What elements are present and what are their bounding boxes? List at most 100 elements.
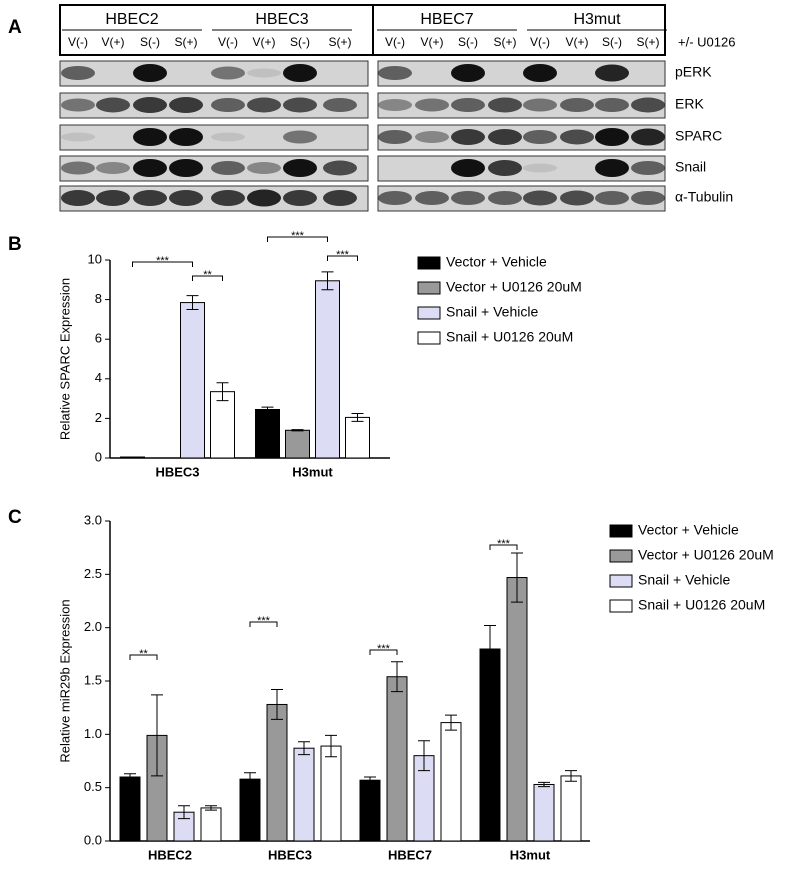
blot-band <box>247 189 281 207</box>
blot-band <box>378 130 412 144</box>
blot-band <box>523 130 557 144</box>
legend-swatch <box>609 574 633 588</box>
blot-band <box>451 98 485 112</box>
blot-band <box>488 191 522 205</box>
lane-label: V(+) <box>420 35 443 49</box>
y-tick-label: 2.0 <box>84 619 102 634</box>
y-tick-label: 6 <box>95 331 102 346</box>
blot-band <box>451 129 485 145</box>
significance-bracket <box>192 275 223 281</box>
group-label: HBEC7 <box>420 11 473 28</box>
error-bar <box>364 776 376 784</box>
bar <box>120 456 145 459</box>
lane-label: S(-) <box>290 35 310 49</box>
blot-band <box>560 129 594 145</box>
panel-label: A <box>8 17 22 38</box>
blot-band <box>523 64 557 82</box>
lane-label: V(-) <box>68 35 88 49</box>
blot-band <box>211 98 245 112</box>
y-tick-label: 2.5 <box>84 566 102 581</box>
blot-band <box>323 190 357 206</box>
blot-band <box>595 191 629 205</box>
bar <box>285 429 310 459</box>
legend-label: Vector + U0126 20uM <box>446 279 582 295</box>
blot-band <box>283 97 317 113</box>
blot-band <box>488 129 522 145</box>
error-bar <box>511 552 523 603</box>
blot-band <box>323 98 357 112</box>
panel-label: B <box>8 234 22 255</box>
blot-band <box>169 128 203 146</box>
x-tick-label: HBEC2 <box>148 847 192 862</box>
blot-band <box>631 161 665 175</box>
legend-label: Snail + U0126 20uM <box>638 597 765 613</box>
error-bar <box>445 714 457 731</box>
lane-label: V(+) <box>565 35 588 49</box>
blot-band <box>523 190 557 206</box>
blot-band <box>61 132 95 142</box>
legend-label: Vector + U0126 20uM <box>638 547 774 563</box>
y-tick-label: 0 <box>95 449 102 464</box>
x-tick-label: HBEC7 <box>388 847 432 862</box>
y-tick-label: 0.0 <box>84 832 102 847</box>
blot-band <box>595 98 629 112</box>
blot-band <box>283 130 317 144</box>
error-bar <box>418 740 430 772</box>
error-bar <box>244 772 256 787</box>
blot-band <box>133 64 167 82</box>
significance-label: *** <box>336 249 350 261</box>
bar <box>533 783 555 842</box>
blot-band <box>169 97 203 113</box>
blot-band <box>211 161 245 175</box>
blot-band <box>560 98 594 112</box>
blot-band <box>323 160 357 176</box>
blot-band <box>283 159 317 177</box>
legend-swatch <box>417 331 441 345</box>
error-bar <box>271 689 283 720</box>
significance-bracket <box>327 255 358 261</box>
blot-band <box>96 162 130 174</box>
significance-label: *** <box>291 230 305 242</box>
legend-swatch <box>609 524 633 538</box>
lane-label: S(+) <box>174 35 197 49</box>
row-label: α-Tubulin <box>675 189 733 205</box>
blot-band <box>61 190 95 206</box>
x-tick-label: HBEC3 <box>155 464 199 479</box>
error-bar <box>321 271 334 291</box>
blot-band <box>378 66 412 80</box>
error-bar <box>351 412 364 422</box>
significance-label: ** <box>139 648 148 660</box>
blot-band <box>133 159 167 177</box>
blot-band <box>169 159 203 177</box>
blot-band <box>247 97 281 113</box>
blot-band <box>133 97 167 113</box>
error-bar <box>538 781 550 788</box>
blot-band <box>61 66 95 80</box>
legend-swatch <box>417 306 441 320</box>
y-tick-label: 1.5 <box>84 672 102 687</box>
significance-label: ** <box>203 269 212 281</box>
blot-band <box>378 191 412 205</box>
error-bar <box>565 770 577 782</box>
blot-band <box>211 132 245 142</box>
y-tick-label: 1.0 <box>84 726 102 741</box>
bar <box>315 280 340 459</box>
error-bar <box>298 741 310 756</box>
blot-band <box>415 191 449 205</box>
bar <box>200 807 222 842</box>
blot-band <box>211 190 245 206</box>
significance-bracket <box>267 236 328 242</box>
legend-label: Vector + Vehicle <box>638 522 739 538</box>
bar <box>386 676 408 842</box>
legend-swatch <box>417 281 441 295</box>
blot-band <box>61 161 95 175</box>
significance-bracket <box>249 621 278 627</box>
blot-band <box>133 190 167 206</box>
bar <box>255 408 280 459</box>
y-tick-label: 2 <box>95 410 102 425</box>
error-bar <box>291 429 304 432</box>
x-tick-label: H3mut <box>292 464 333 479</box>
y-tick-label: 10 <box>88 251 102 266</box>
blot-band <box>523 163 557 173</box>
